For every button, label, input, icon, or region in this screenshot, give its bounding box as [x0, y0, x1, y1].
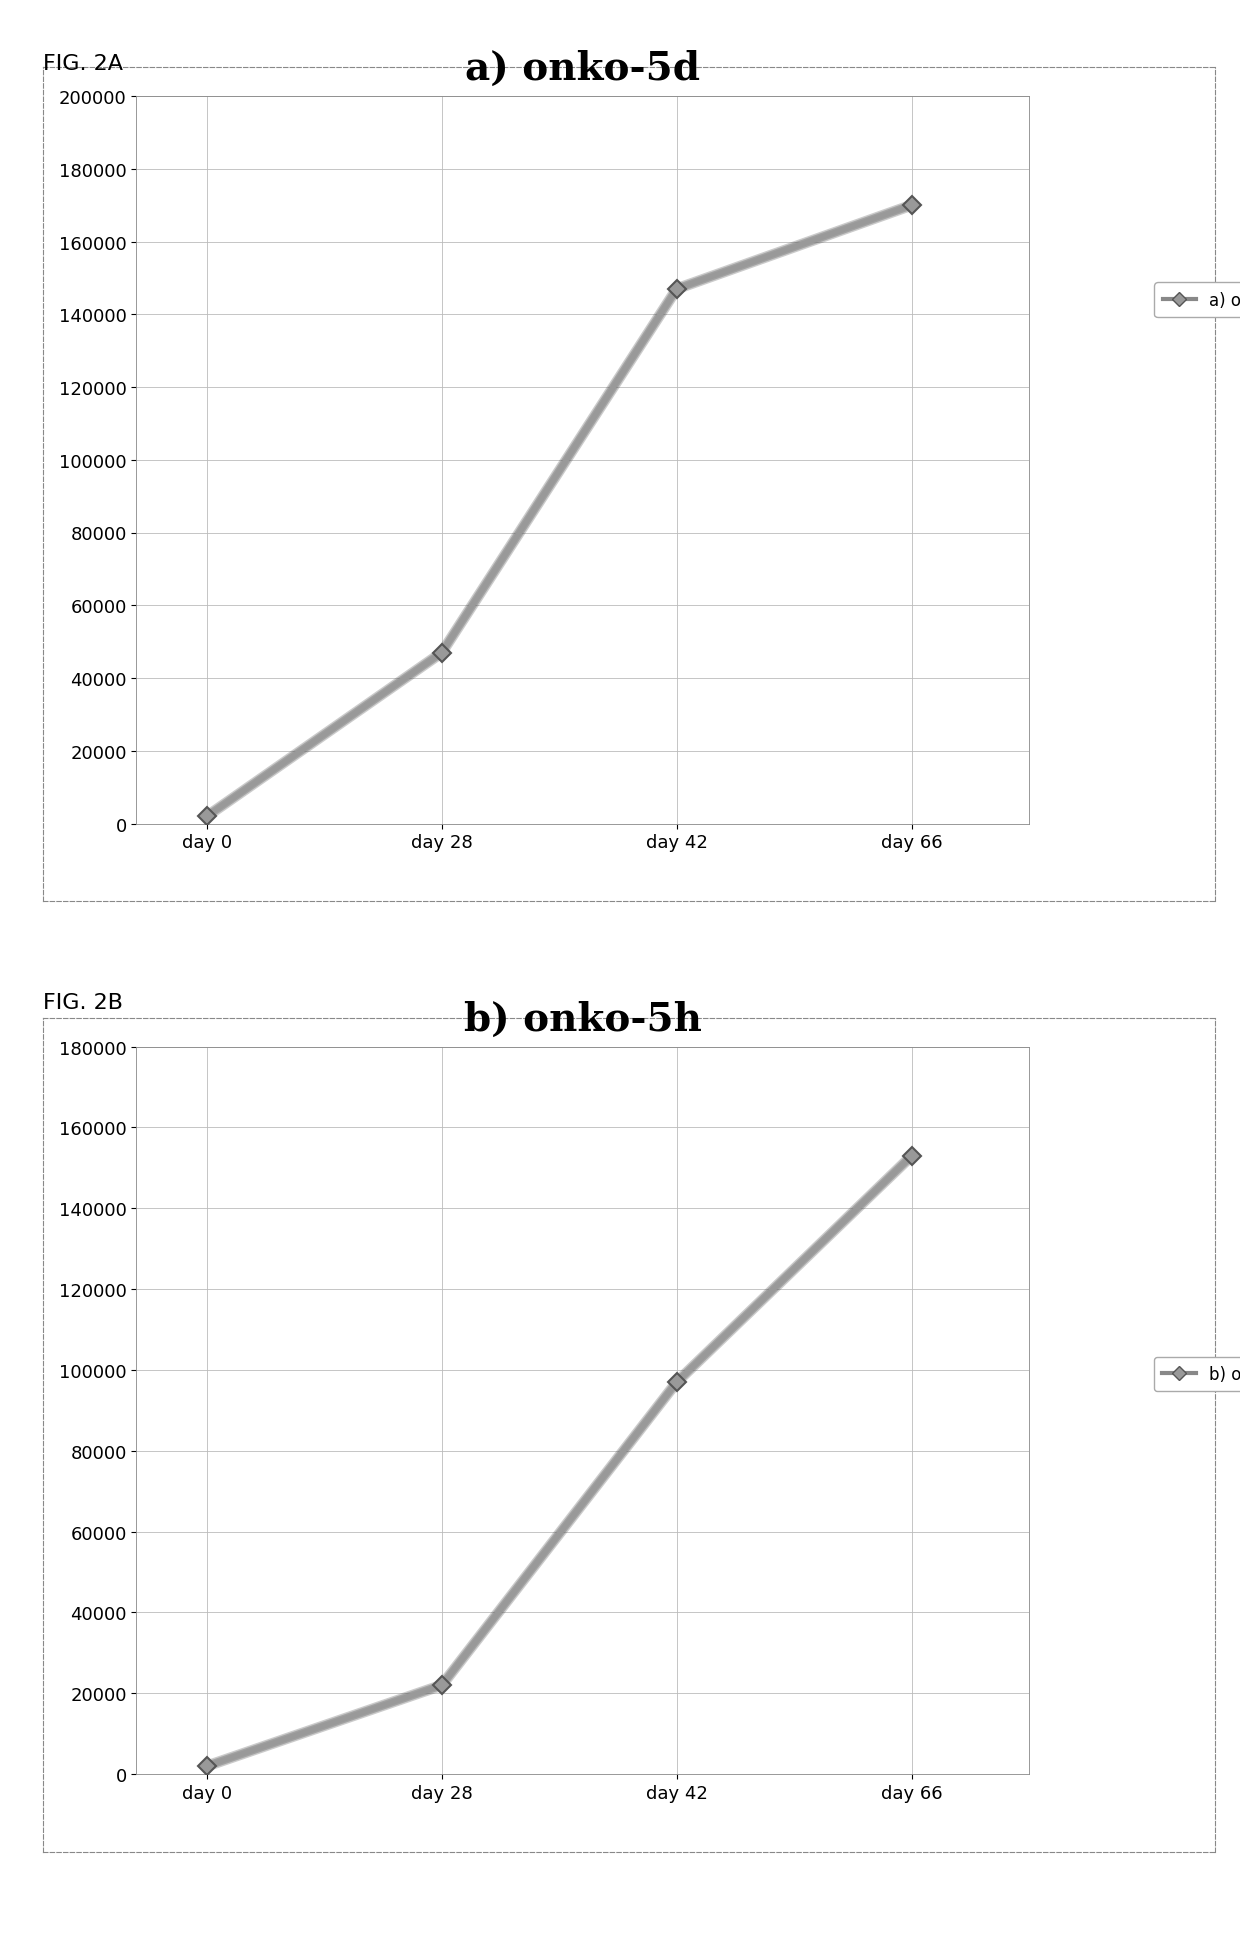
b) onko-5h [434, 1673, 449, 1697]
Title: a) onko-5d: a) onko-5d [465, 50, 701, 89]
Text: FIG. 2B: FIG. 2B [43, 993, 124, 1012]
a) onko-5d [904, 194, 919, 217]
b) onko-5h [200, 1755, 215, 1778]
Line: b) onko-5h: b) onko-5h [201, 1150, 918, 1772]
b) onko-5h [904, 1144, 919, 1167]
Legend: a) onko-5d: a) onko-5d [1154, 283, 1240, 318]
a) onko-5d [434, 642, 449, 665]
a) onko-5d [670, 277, 684, 301]
Title: b) onko-5h: b) onko-5h [464, 1001, 702, 1039]
a) onko-5d [200, 805, 215, 828]
Text: FIG. 2A: FIG. 2A [43, 54, 124, 74]
b) onko-5h [670, 1371, 684, 1394]
Line: a) onko-5d: a) onko-5d [201, 200, 918, 822]
Legend: b) onko-5h: b) onko-5h [1154, 1357, 1240, 1392]
